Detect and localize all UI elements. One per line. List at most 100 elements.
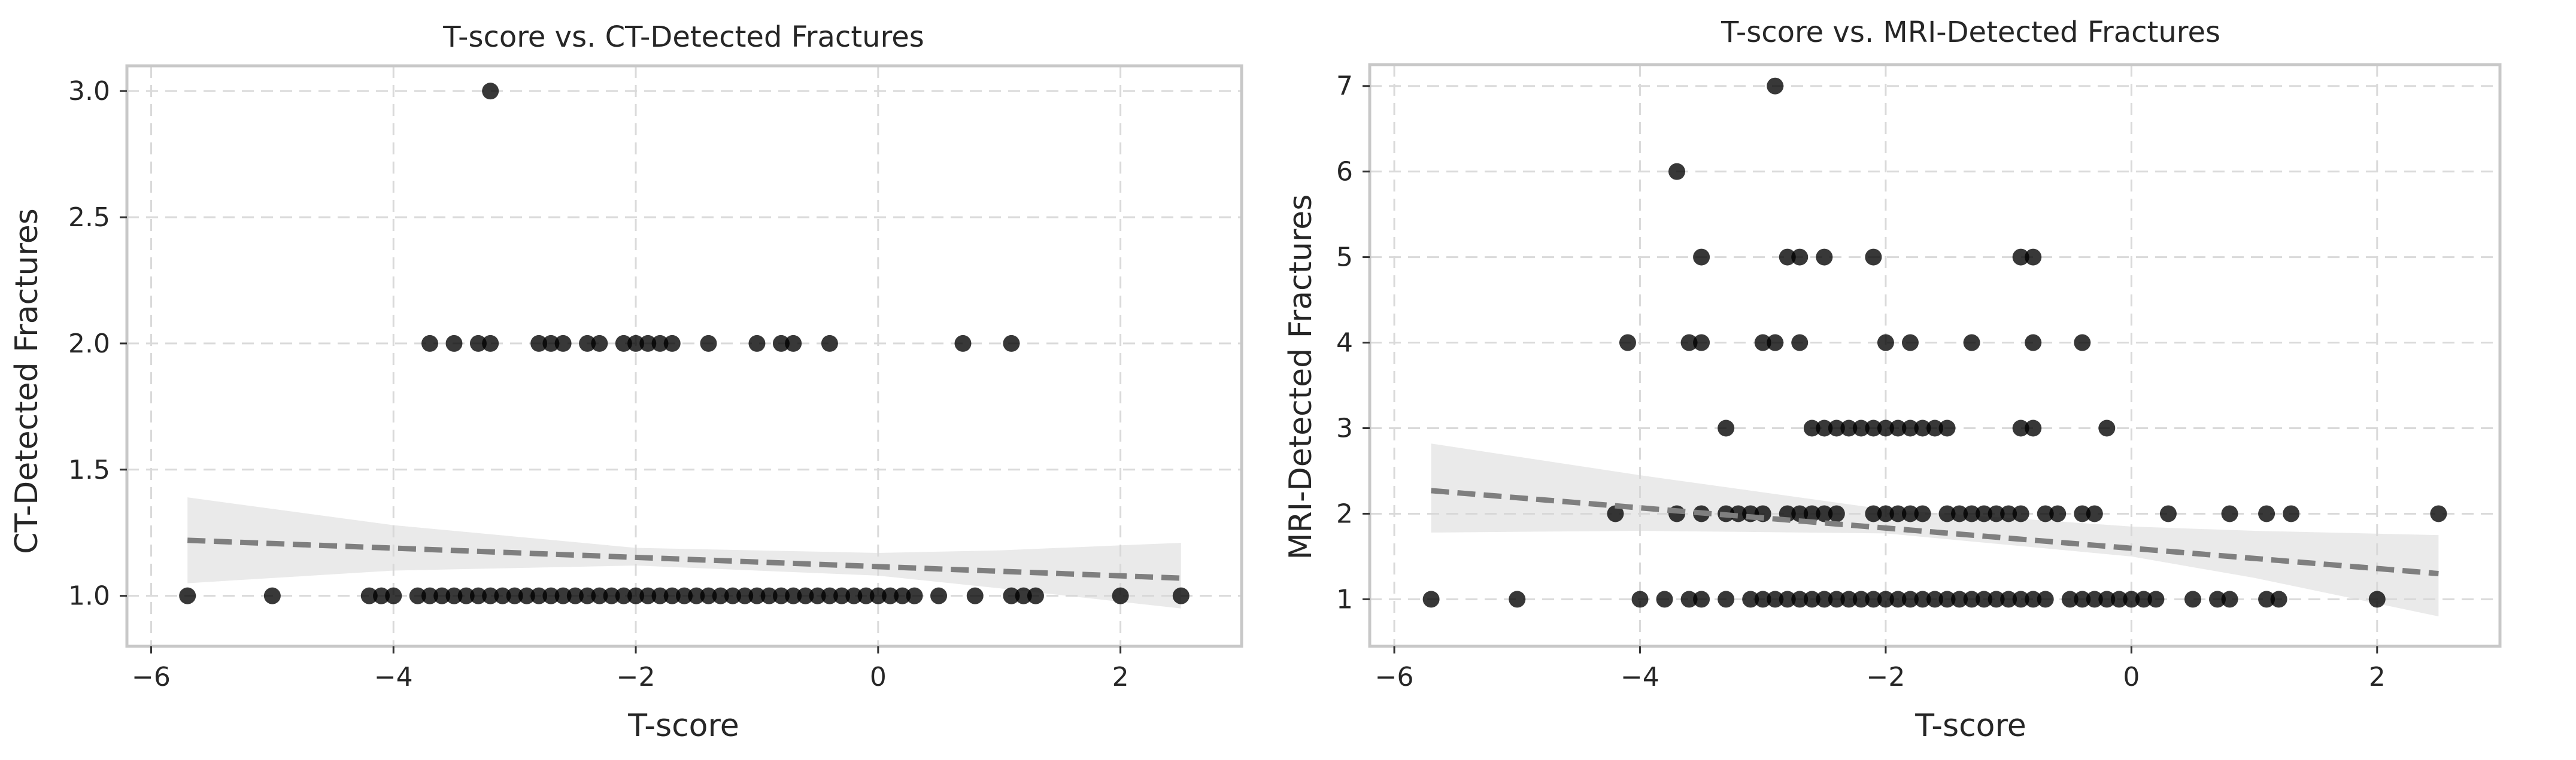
data-point xyxy=(1951,505,1968,522)
data-point xyxy=(1816,419,1833,437)
data-point xyxy=(1976,591,1993,608)
data-point xyxy=(2098,591,2116,608)
data-point xyxy=(2368,591,2386,608)
data-point xyxy=(1803,505,1821,522)
data-point xyxy=(2074,334,2091,351)
data-point xyxy=(772,335,790,352)
y-tick-label: 7 xyxy=(1336,71,1353,102)
plot-frame xyxy=(1368,63,2502,648)
data-point xyxy=(2012,505,2029,522)
x-tick-label: 2 xyxy=(1112,662,1129,692)
data-point xyxy=(1865,591,1882,608)
data-point xyxy=(615,335,632,352)
data-point xyxy=(2209,591,2226,608)
data-point xyxy=(712,587,729,604)
y-tick-label: 3 xyxy=(1336,414,1353,444)
mri-chart: −6 −4 −2 0 2 1 2 3 4 5 6 7 T-score vs. MRI-Detected… xyxy=(1283,16,2502,744)
data-point xyxy=(2135,591,2152,608)
y-tick-label: 3.0 xyxy=(68,76,110,107)
data-point xyxy=(2037,505,2054,522)
data-point xyxy=(1791,505,1809,522)
data-point xyxy=(821,587,838,604)
data-point xyxy=(1877,419,1894,437)
data-point xyxy=(603,587,620,604)
data-point xyxy=(2270,591,2287,608)
data-point xyxy=(2110,591,2128,608)
data-point xyxy=(1680,591,1698,608)
data-point xyxy=(566,587,584,604)
plot-area: −6 −4 −2 0 2 1.0 1.5 2.0 2.5 3.0 xyxy=(68,64,1243,692)
data-point xyxy=(651,335,669,352)
data-point xyxy=(409,587,426,604)
data-point xyxy=(1914,505,1931,522)
data-point xyxy=(954,335,972,352)
data-point xyxy=(1631,591,1649,608)
data-point xyxy=(615,587,632,604)
data-point xyxy=(445,587,463,604)
data-point xyxy=(1668,163,1686,180)
data-point xyxy=(1779,591,1796,608)
data-point xyxy=(1901,334,1919,351)
data-point xyxy=(1963,505,1980,522)
data-point xyxy=(1901,591,1919,608)
x-tick-label: −2 xyxy=(617,662,656,692)
data-point xyxy=(1680,334,1698,351)
data-point xyxy=(518,587,535,604)
data-point xyxy=(591,587,608,604)
y-tick-label: 4 xyxy=(1336,328,1353,358)
data-point xyxy=(2159,505,2177,522)
data-point xyxy=(1963,334,1980,351)
ct-chart: −6 −4 −2 0 2 1.0 1.5 2.0 2.5 3.0 T-score vs. CT-D… xyxy=(9,20,1243,744)
data-point xyxy=(1742,591,1759,608)
data-point xyxy=(2049,505,2067,522)
data-point xyxy=(506,587,523,604)
data-point xyxy=(663,587,681,604)
data-point xyxy=(530,335,548,352)
data-point xyxy=(421,335,438,352)
data-point xyxy=(469,335,487,352)
data-point xyxy=(1938,419,1956,437)
data-point xyxy=(2012,591,2029,608)
data-point xyxy=(1951,591,1968,608)
y-tick-label: 1.5 xyxy=(68,455,110,485)
y-tick-label: 5 xyxy=(1336,242,1353,273)
data-point xyxy=(785,335,802,352)
data-point xyxy=(1914,419,1931,437)
data-point xyxy=(1877,591,1894,608)
data-point xyxy=(2283,505,2300,522)
data-point xyxy=(1877,334,1894,351)
data-point xyxy=(857,587,875,604)
data-point xyxy=(639,335,657,352)
data-point xyxy=(2430,505,2447,522)
data-point xyxy=(2000,505,2017,522)
data-point xyxy=(494,587,511,604)
data-point xyxy=(482,587,499,604)
data-point xyxy=(179,587,196,604)
data-point xyxy=(724,587,741,604)
data-point xyxy=(627,335,645,352)
data-point xyxy=(2000,591,2017,608)
data-point xyxy=(469,587,487,604)
data-point xyxy=(1422,591,1440,608)
data-point xyxy=(2074,505,2091,522)
data-point xyxy=(2025,591,2042,608)
plot-frame xyxy=(125,64,1243,648)
data-point xyxy=(1865,248,1882,266)
data-point xyxy=(1926,419,1943,437)
data-point xyxy=(1718,591,1735,608)
data-point xyxy=(627,587,645,604)
data-point xyxy=(1754,591,1771,608)
y-tick-label: 2.0 xyxy=(68,329,110,359)
data-point xyxy=(1988,591,2005,608)
y-tick-label: 6 xyxy=(1336,157,1353,187)
y-axis-label: MRI-Detected Fractures xyxy=(1283,194,1319,560)
data-point xyxy=(1901,505,1919,522)
data-point xyxy=(360,587,378,604)
data-point xyxy=(2221,591,2238,608)
data-point xyxy=(1840,591,1858,608)
data-point xyxy=(591,335,608,352)
data-point xyxy=(809,587,826,604)
chart-title: T-score vs. CT-Detected Fractures xyxy=(442,20,924,54)
data-point xyxy=(1840,419,1858,437)
data-point xyxy=(1027,587,1044,604)
